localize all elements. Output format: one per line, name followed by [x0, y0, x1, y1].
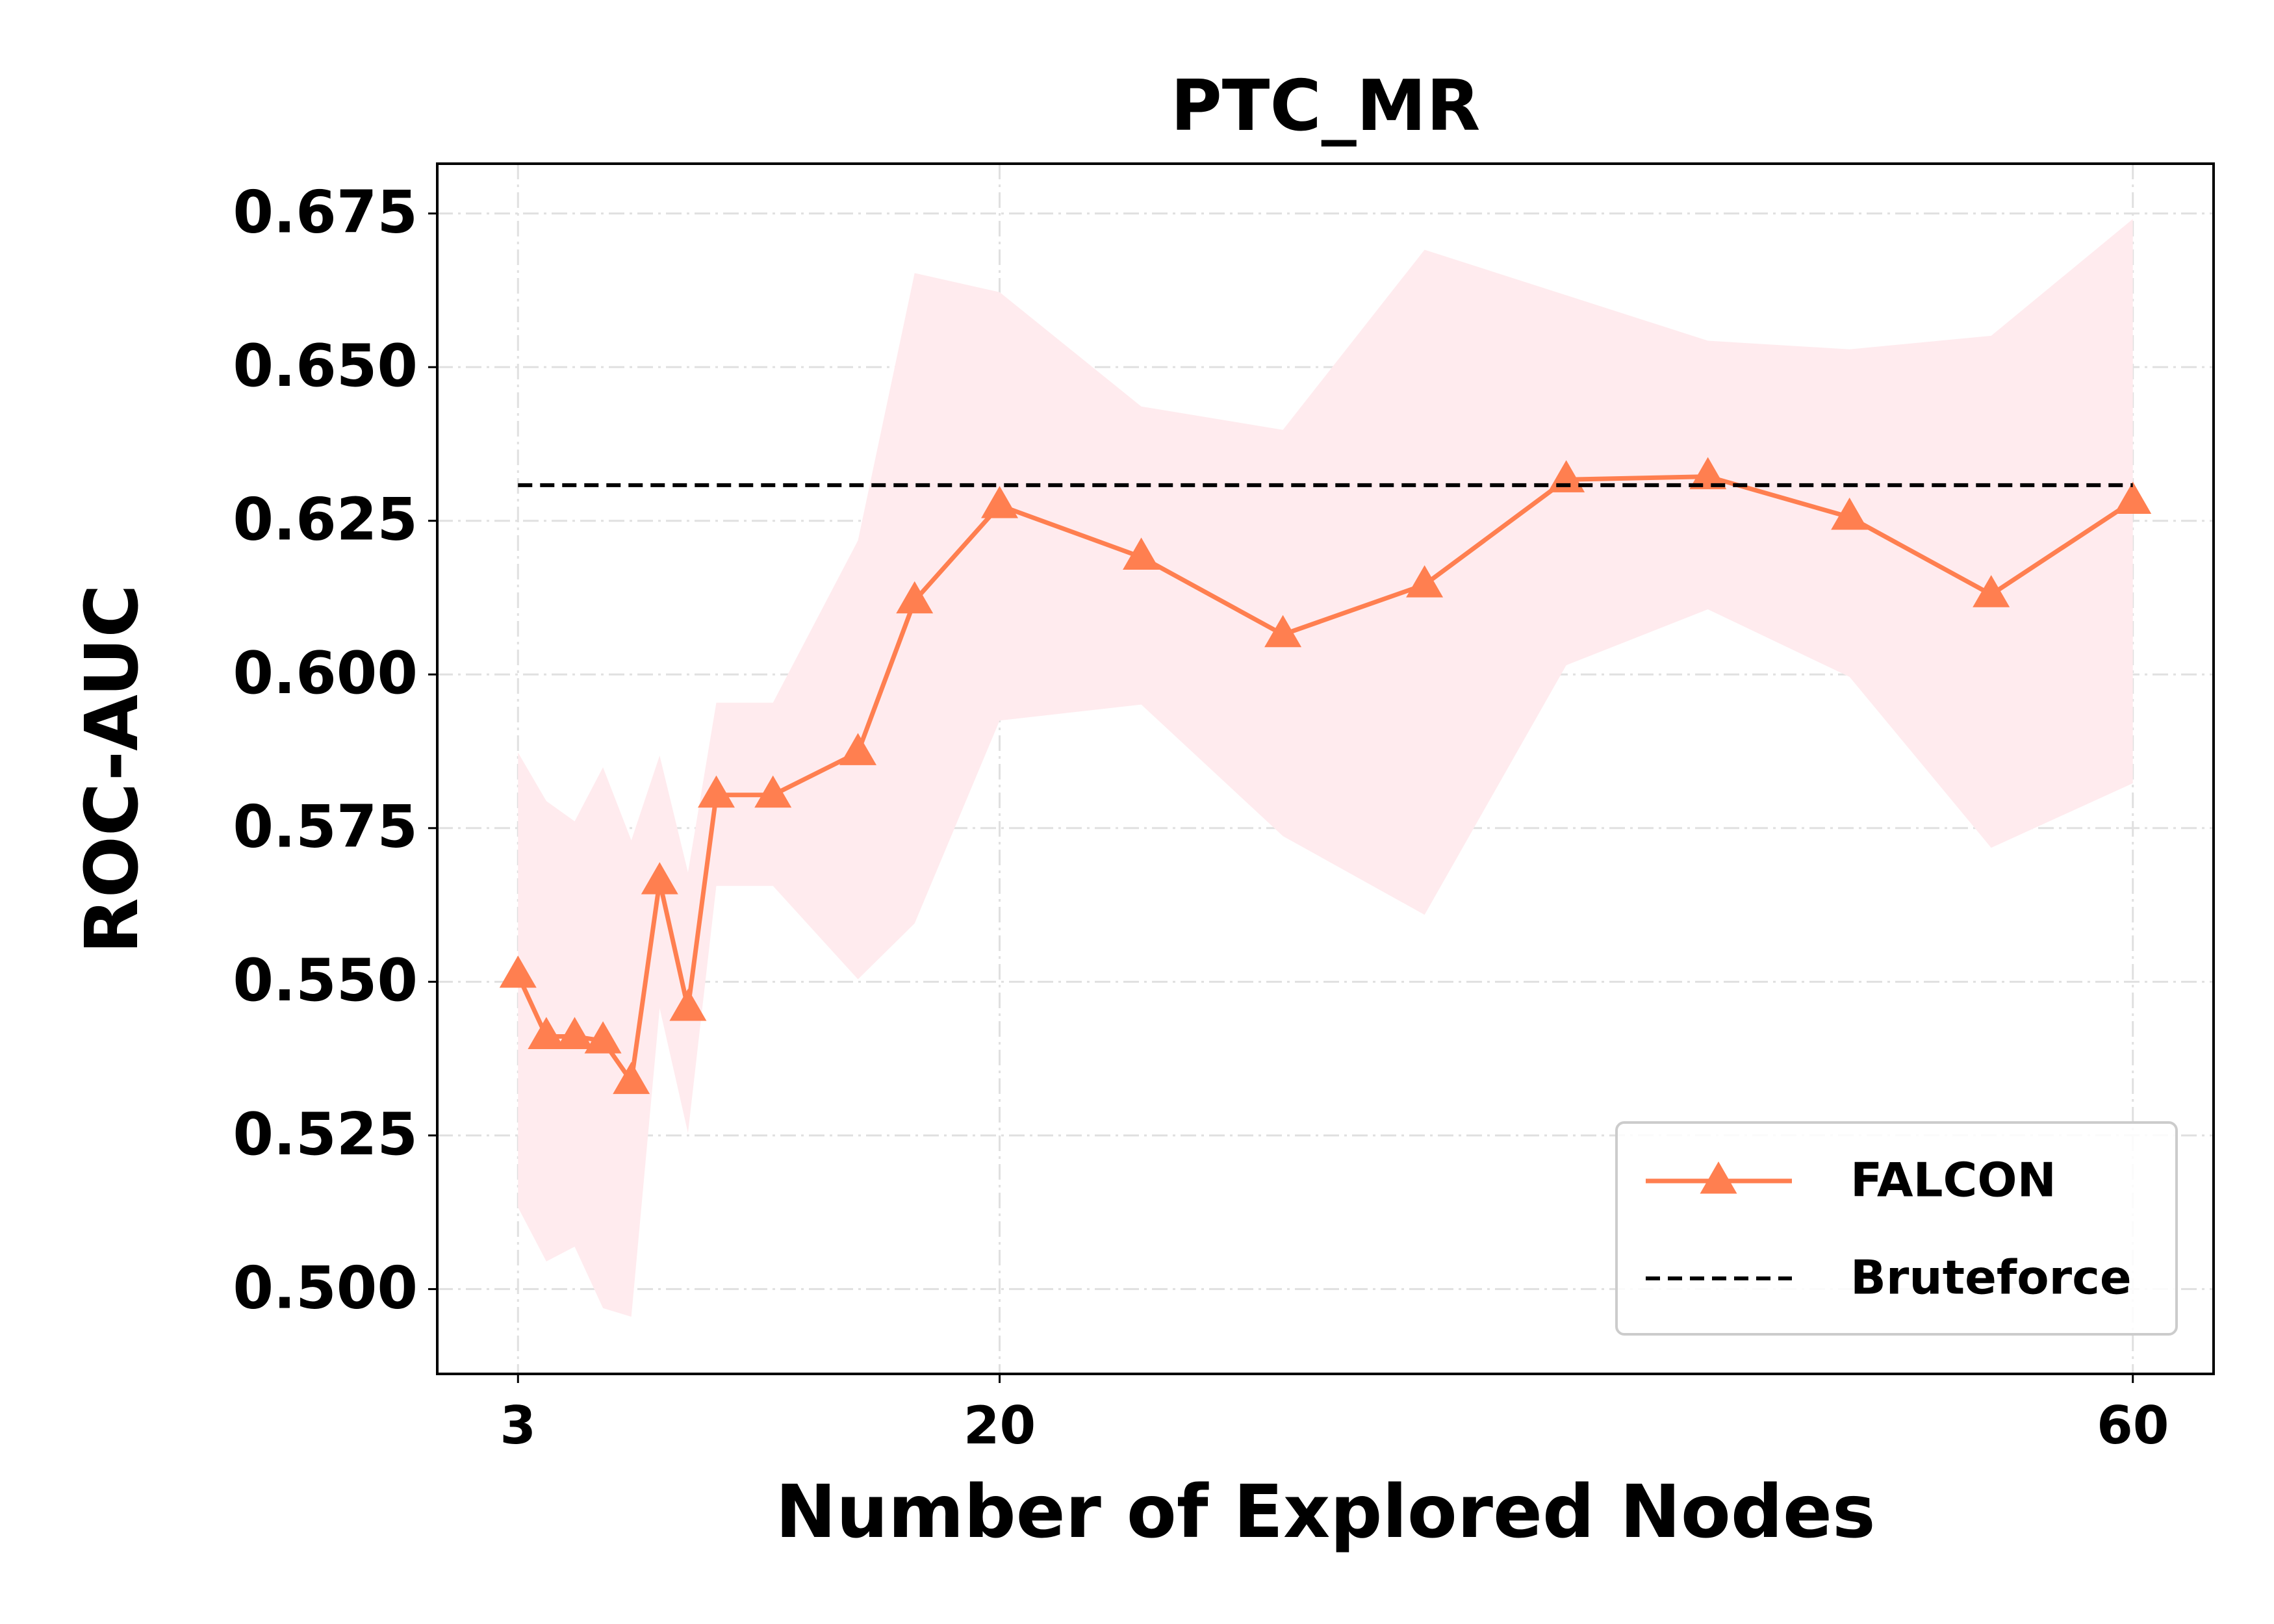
- marker: [981, 486, 1019, 518]
- marker: [641, 862, 678, 894]
- marker: [698, 775, 735, 808]
- y-tick-label: 0.550: [233, 946, 418, 1015]
- marker: [669, 989, 707, 1021]
- x-axis-label: Number of Explored Nodes: [775, 1470, 1875, 1554]
- error-band: [518, 219, 2133, 1317]
- y-tick-label: 0.500: [233, 1254, 418, 1322]
- marker: [528, 1017, 565, 1050]
- legend-box: [1615, 1121, 2178, 1336]
- x-tick-label: 3: [500, 1395, 536, 1456]
- marker: [584, 1021, 622, 1054]
- marker: [613, 1061, 650, 1095]
- marker: [499, 955, 537, 988]
- y-tick-label: 0.625: [233, 486, 418, 554]
- marker: [754, 775, 792, 808]
- marker: [839, 733, 877, 765]
- marker: [1264, 615, 1302, 648]
- y-tick-label: 0.675: [233, 179, 418, 247]
- legend-label: Bruteforce: [1850, 1250, 2132, 1305]
- y-tick-label: 0.600: [233, 639, 418, 707]
- marker: [556, 1017, 593, 1050]
- legend-marker: [1700, 1161, 1737, 1194]
- x-tick-label: 60: [2097, 1395, 2169, 1456]
- marker: [896, 581, 934, 614]
- y-tick-label: 0.575: [233, 793, 418, 861]
- y-axis-label: ROC-AUC: [70, 584, 155, 954]
- y-tick-label: 0.525: [233, 1100, 418, 1169]
- y-tick-label: 0.650: [233, 332, 418, 400]
- marker: [1689, 457, 1727, 490]
- x-tick-label: 20: [964, 1395, 1036, 1456]
- marker: [1123, 537, 1160, 570]
- legend-label: FALCON: [1850, 1153, 2056, 1208]
- chart-title: PTC_MR: [1171, 66, 1481, 147]
- plot-frame: [436, 162, 2215, 1375]
- marker: [1831, 498, 1869, 530]
- marker: [1973, 575, 2010, 607]
- marker: [2114, 481, 2152, 514]
- marker: [1406, 565, 1444, 598]
